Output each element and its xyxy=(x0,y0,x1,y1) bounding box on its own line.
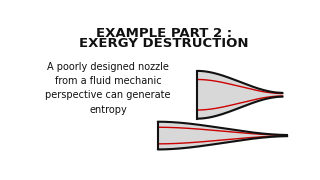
Text: EXAMPLE PART 2 :: EXAMPLE PART 2 : xyxy=(96,27,232,40)
Text: A poorly designed nozzle
from a fluid mechanic
perspective can generate
entropy: A poorly designed nozzle from a fluid me… xyxy=(45,62,171,115)
Text: EXERGY DESTRUCTION: EXERGY DESTRUCTION xyxy=(79,37,249,50)
